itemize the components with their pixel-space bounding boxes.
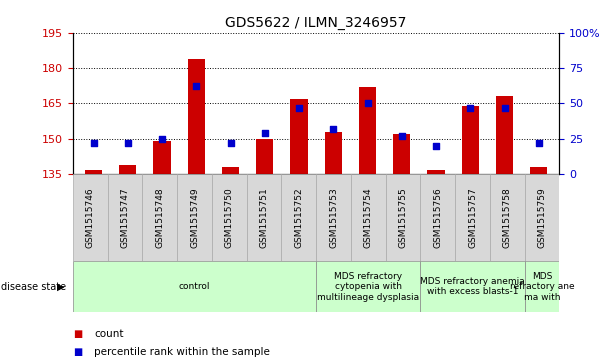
Bar: [393, 134, 410, 174]
Text: GSM1515758: GSM1515758: [503, 187, 512, 248]
Point: [157, 136, 167, 142]
Bar: [177, 174, 212, 261]
Bar: [119, 165, 136, 174]
Point: [260, 130, 269, 136]
Text: GSM1515752: GSM1515752: [294, 187, 303, 248]
Point: [192, 83, 201, 89]
Bar: [359, 87, 376, 174]
Text: ▶: ▶: [57, 282, 64, 292]
Point: [294, 105, 304, 111]
Bar: [73, 174, 108, 261]
Bar: [212, 174, 247, 261]
Bar: [461, 106, 479, 174]
Text: MDS refractory anemia
with excess blasts-1: MDS refractory anemia with excess blasts…: [420, 277, 525, 297]
Text: GSM1515756: GSM1515756: [434, 187, 442, 248]
Point: [466, 105, 475, 111]
Bar: [316, 261, 420, 312]
Text: GSM1515759: GSM1515759: [537, 187, 547, 248]
Bar: [316, 174, 351, 261]
Text: GSM1515746: GSM1515746: [86, 187, 95, 248]
Bar: [420, 174, 455, 261]
Bar: [427, 170, 444, 174]
Point: [226, 140, 235, 146]
Bar: [85, 170, 102, 174]
Bar: [153, 141, 171, 174]
Title: GDS5622 / ILMN_3246957: GDS5622 / ILMN_3246957: [226, 16, 407, 30]
Point: [431, 143, 441, 149]
Bar: [455, 174, 490, 261]
Text: GSM1515749: GSM1515749: [190, 187, 199, 248]
Bar: [525, 261, 559, 312]
Bar: [490, 174, 525, 261]
Bar: [525, 174, 559, 261]
Text: GSM1515753: GSM1515753: [329, 187, 338, 248]
Point: [397, 133, 407, 139]
Bar: [530, 167, 547, 174]
Text: MDS
refractory ane
ma with: MDS refractory ane ma with: [510, 272, 575, 302]
Bar: [188, 58, 205, 174]
Text: percentile rank within the sample: percentile rank within the sample: [94, 347, 270, 357]
Text: GSM1515757: GSM1515757: [468, 187, 477, 248]
Text: GSM1515747: GSM1515747: [120, 187, 130, 248]
Bar: [282, 174, 316, 261]
Bar: [385, 174, 420, 261]
Bar: [420, 261, 525, 312]
Text: ■: ■: [73, 347, 82, 357]
Text: MDS refractory
cytopenia with
multilineage dysplasia: MDS refractory cytopenia with multilinea…: [317, 272, 420, 302]
Point: [500, 105, 510, 111]
Bar: [256, 139, 274, 174]
Bar: [108, 174, 142, 261]
Bar: [142, 174, 177, 261]
Text: GSM1515751: GSM1515751: [260, 187, 269, 248]
Text: count: count: [94, 329, 124, 339]
Point: [89, 140, 98, 146]
Text: GSM1515748: GSM1515748: [155, 187, 164, 248]
Bar: [73, 261, 316, 312]
Text: GSM1515754: GSM1515754: [364, 187, 373, 248]
Bar: [351, 174, 385, 261]
Bar: [222, 167, 239, 174]
Text: GSM1515755: GSM1515755: [398, 187, 407, 248]
Bar: [496, 97, 513, 174]
Text: disease state: disease state: [1, 282, 66, 292]
Text: control: control: [179, 282, 210, 291]
Text: GSM1515750: GSM1515750: [225, 187, 234, 248]
Bar: [291, 99, 308, 174]
Point: [123, 140, 133, 146]
Point: [328, 126, 338, 132]
Bar: [247, 174, 282, 261]
Bar: [325, 132, 342, 174]
Point: [534, 140, 544, 146]
Point: [363, 101, 373, 106]
Text: ■: ■: [73, 329, 82, 339]
